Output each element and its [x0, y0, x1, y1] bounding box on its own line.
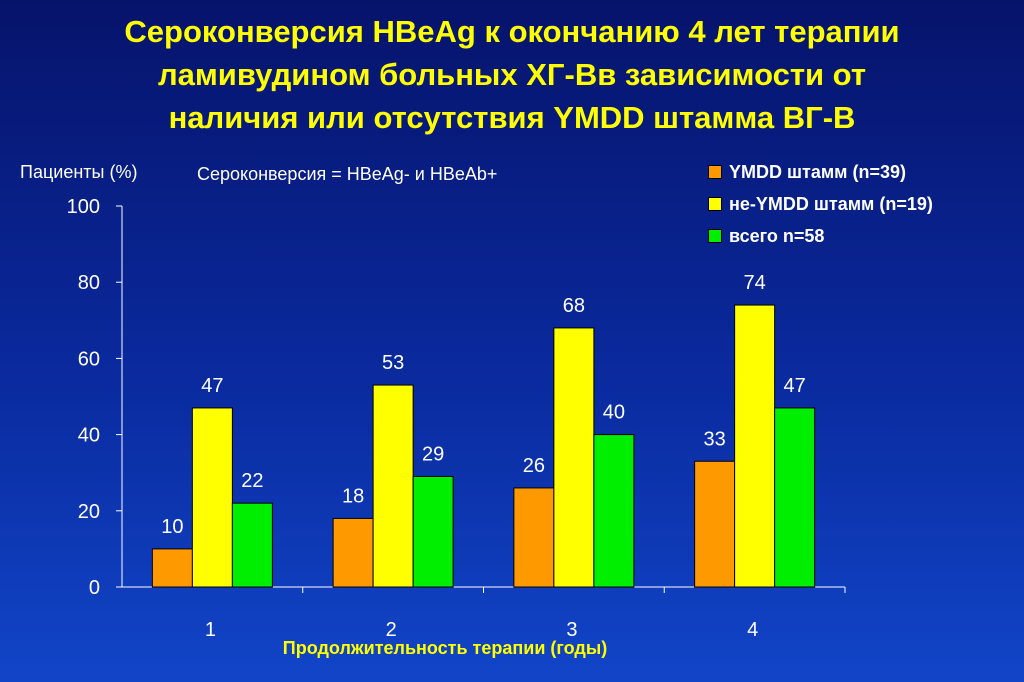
- y-axis-label: Пациенты (%): [20, 162, 138, 182]
- data-label: 33: [704, 428, 726, 450]
- x-tick-label: 1: [205, 619, 216, 641]
- legend-item-total: всего n=58: [708, 220, 933, 252]
- bar: [372, 384, 414, 588]
- title-line-1: Сероконверсия HBeAg к окончанию 4 лет те…: [124, 14, 900, 49]
- data-label: 29: [422, 444, 444, 466]
- bar: [593, 434, 635, 588]
- bar: [412, 476, 454, 588]
- bar: [694, 460, 736, 588]
- legend-item-ymdd: YMDD штамм (n=39): [708, 156, 933, 188]
- x-axis-label: Продолжительность терапии (годы): [282, 638, 608, 658]
- bar: [231, 502, 273, 588]
- bar: [513, 487, 555, 588]
- bar: [734, 304, 776, 588]
- legend-swatch-total: [708, 229, 722, 243]
- data-label: 47: [201, 375, 223, 397]
- bar: [774, 407, 816, 588]
- bar: [553, 327, 595, 588]
- data-label: 68: [563, 295, 585, 317]
- y-tick-label: 40: [78, 425, 100, 447]
- bar: [191, 407, 233, 588]
- data-label: 47: [784, 375, 806, 397]
- bar: [151, 548, 193, 588]
- data-label: 40: [603, 402, 625, 424]
- legend-item-non-ymdd: не-YMDD штамм (n=19): [708, 188, 933, 220]
- legend-label-ymdd: YMDD штамм (n=39): [729, 161, 906, 182]
- chart-subtitle: Сероконверсия = HBeAg- и HBeAb+: [197, 164, 498, 184]
- title-line-3: наличия или отсутствия YMDD штамма ВГ-В: [168, 100, 856, 135]
- legend-label-total: всего n=58: [729, 225, 825, 246]
- y-tick-label: 0: [89, 577, 100, 599]
- legend-label-non-ymdd: не-YMDD штамм (n=19): [729, 193, 933, 214]
- data-label: 18: [342, 485, 364, 507]
- legend-swatch-non-ymdd: [708, 197, 722, 211]
- data-label: 22: [241, 470, 263, 492]
- y-tick-label: 100: [67, 196, 100, 218]
- y-tick-label: 60: [78, 348, 100, 370]
- data-label: 10: [161, 516, 183, 538]
- legend-swatch-ymdd: [708, 165, 722, 179]
- title-line-2: ламивудином больных ХГ-Вв зависимости от: [157, 57, 867, 92]
- legend: YMDD штамм (n=39) не-YMDD штамм (n=19) в…: [708, 156, 933, 252]
- data-label: 53: [382, 352, 404, 374]
- data-label: 74: [744, 272, 766, 294]
- bar: [332, 517, 374, 588]
- data-label: 26: [523, 455, 545, 477]
- x-tick-label: 3: [566, 619, 577, 641]
- x-tick-label: 2: [386, 619, 397, 641]
- x-tick-label: 4: [747, 619, 758, 641]
- y-tick-label: 20: [78, 501, 100, 523]
- chart-title: Сероконверсия HBeAg к окончанию 4 лет те…: [0, 10, 1024, 139]
- y-tick-label: 80: [78, 272, 100, 294]
